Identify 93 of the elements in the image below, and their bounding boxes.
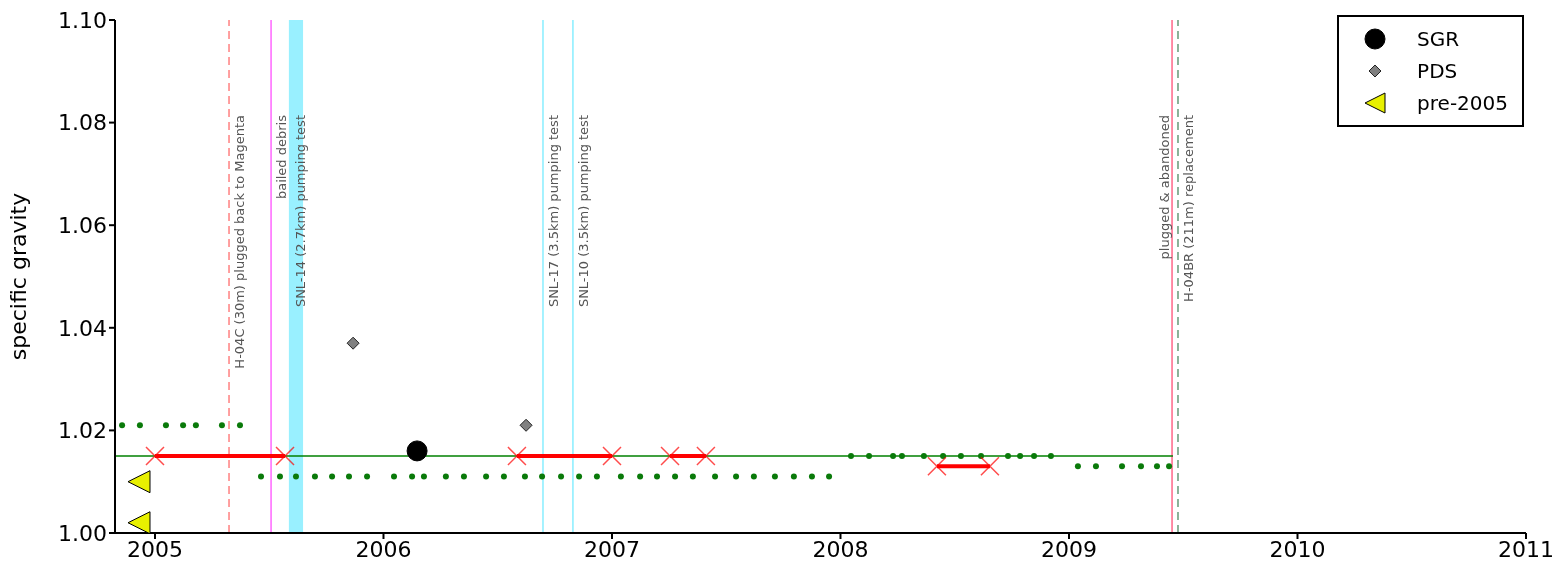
- point: [637, 473, 644, 480]
- point: [406, 440, 428, 462]
- point: [192, 422, 199, 429]
- band-label: SNL-14 (2.7km) pumping test: [293, 115, 309, 308]
- point: [145, 446, 165, 466]
- x-tick-label: 2008: [812, 536, 869, 562]
- point: [127, 511, 151, 533]
- point: [391, 473, 397, 480]
- point: [957, 453, 964, 460]
- point: [808, 473, 815, 480]
- legend-label: SGR: [1417, 27, 1460, 51]
- point: [712, 473, 719, 480]
- y-axis-title: specific gravity: [5, 192, 31, 361]
- point: [866, 453, 873, 460]
- point: [602, 446, 622, 466]
- point: [890, 453, 897, 460]
- point: [660, 446, 680, 466]
- point: [617, 473, 624, 480]
- x-tick-label: 2009: [1041, 536, 1097, 562]
- point: [1017, 453, 1024, 460]
- ref-line-label: SNL-10 (3.5km) pumping test: [575, 115, 591, 308]
- point: [733, 473, 740, 480]
- point: [980, 456, 1000, 477]
- point: [1153, 463, 1160, 470]
- point: [521, 473, 528, 480]
- point: [1031, 453, 1038, 460]
- point: [119, 422, 126, 429]
- point: [519, 418, 533, 432]
- point: [978, 453, 985, 460]
- point: [1119, 463, 1126, 470]
- point: [500, 473, 507, 480]
- point: [460, 473, 467, 480]
- point: [848, 453, 855, 460]
- point: [364, 473, 371, 480]
- y-tick-label: 1.02: [58, 418, 107, 444]
- point: [311, 473, 318, 480]
- point: [218, 422, 225, 429]
- point: [826, 473, 833, 480]
- point: [346, 336, 360, 350]
- x-tick-label: 2011: [1498, 536, 1554, 562]
- point: [275, 446, 295, 466]
- ref-line-label: SNL-17 (3.5km) pumping test: [545, 115, 561, 308]
- x-tick-label: 2005: [126, 536, 183, 562]
- point: [576, 473, 583, 480]
- point: [329, 473, 336, 480]
- legend-label: pre-2005: [1417, 91, 1508, 115]
- point: [1047, 453, 1054, 460]
- point: [539, 473, 546, 480]
- y-tick-label: 1.04: [58, 315, 107, 341]
- point: [593, 473, 600, 480]
- point: [345, 473, 352, 480]
- point: [672, 473, 679, 480]
- point: [162, 422, 169, 429]
- point: [689, 473, 696, 480]
- point: [292, 473, 299, 480]
- point: [920, 453, 927, 460]
- point: [750, 473, 757, 480]
- point: [654, 473, 661, 480]
- point: [409, 473, 416, 480]
- point: [1004, 453, 1011, 460]
- y-tick-label: 1.08: [58, 110, 107, 136]
- ref-line-label: bailed debris: [274, 114, 290, 200]
- point: [258, 473, 265, 480]
- point: [1074, 463, 1081, 470]
- point: [696, 446, 716, 466]
- point: [1092, 463, 1099, 470]
- point: [180, 422, 187, 429]
- point: [771, 473, 778, 480]
- point: [898, 453, 905, 460]
- ref-line-label: H-04C (30m) plugged back to Magenta: [232, 115, 248, 369]
- x-tick-label: 2006: [355, 536, 412, 562]
- point: [507, 446, 527, 466]
- point: [442, 473, 449, 480]
- legend-label: PDS: [1417, 59, 1458, 83]
- point: [1166, 463, 1173, 470]
- point: [790, 473, 797, 480]
- y-tick-label: 1.06: [58, 213, 107, 239]
- x-tick-label: 2010: [1269, 536, 1326, 562]
- point: [940, 453, 947, 460]
- ref-line-label: H-04BR (211m) replacement: [1180, 115, 1196, 302]
- ref-line-label: plugged & abandoned: [1157, 115, 1173, 260]
- point: [136, 422, 143, 429]
- point: [483, 473, 490, 480]
- point: [236, 422, 243, 429]
- x-tick-label: 2007: [583, 536, 640, 562]
- point: [1137, 463, 1144, 470]
- point: [276, 473, 283, 480]
- point: [927, 456, 947, 477]
- y-tick-label: 1.00: [58, 520, 107, 546]
- point: [127, 470, 151, 494]
- point: [558, 473, 565, 480]
- point: [420, 473, 427, 480]
- y-tick-label: 1.10: [58, 7, 107, 33]
